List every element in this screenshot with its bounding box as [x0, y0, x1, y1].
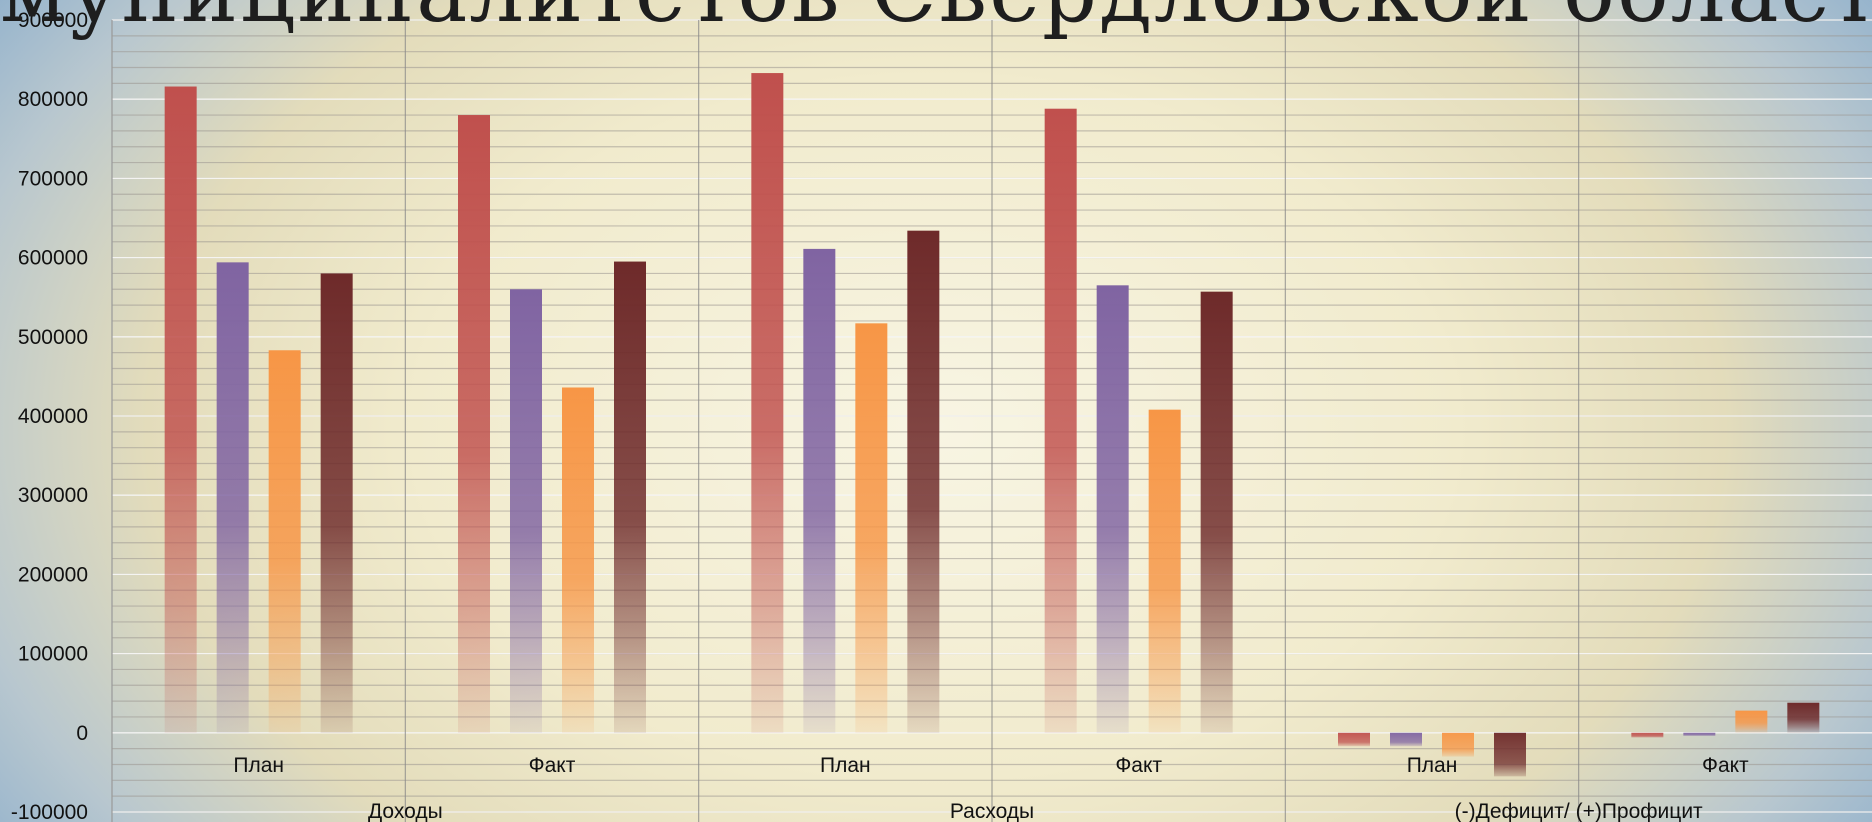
x-group-label: Доходы	[368, 800, 443, 822]
bar	[562, 387, 594, 733]
y-tick-label: 900000	[18, 9, 88, 32]
bar	[1390, 732, 1422, 747]
bars	[164, 73, 1820, 777]
bar	[614, 261, 646, 733]
y-tick-label: 300000	[18, 484, 88, 507]
bar	[164, 86, 197, 733]
y-tick-label: 200000	[18, 563, 88, 586]
bar	[1442, 732, 1474, 757]
y-tick-label: 700000	[18, 167, 88, 190]
x-tick-label: Факт	[1702, 754, 1749, 777]
x-tick-label: Факт	[1115, 754, 1162, 777]
y-tick-label: 400000	[18, 405, 88, 428]
bar	[216, 262, 249, 733]
bar	[1631, 732, 1664, 738]
x-tick-label: План	[1407, 754, 1458, 777]
bar	[510, 289, 542, 733]
y-tick-label: 100000	[18, 643, 88, 666]
y-tick-label: 800000	[18, 88, 88, 111]
x-group-label: (-)Дефицит/ (+)Профицит	[1455, 800, 1703, 822]
x-tick-label: Факт	[529, 754, 576, 777]
page-title: муниципалитетов Свердловской области	[0, 0, 1872, 42]
bar	[1200, 291, 1233, 733]
x-tick-label: План	[820, 754, 871, 777]
bar	[268, 350, 301, 733]
bar	[1787, 702, 1820, 733]
bar	[1338, 732, 1370, 747]
bar	[751, 73, 784, 733]
x-tick-label: План	[233, 754, 284, 777]
bar	[803, 248, 836, 733]
y-tick-label: 500000	[18, 326, 88, 349]
y-tick-label: -100000	[11, 801, 88, 822]
bar	[1044, 108, 1077, 733]
x-group-label: Расходы	[950, 800, 1034, 822]
bar	[1148, 409, 1181, 733]
bar	[1735, 710, 1768, 733]
bar	[320, 273, 353, 733]
y-tick-label: 0	[76, 722, 88, 745]
bar	[1494, 732, 1526, 777]
bar	[1683, 732, 1716, 736]
y-tick-label: 600000	[18, 247, 88, 270]
bar	[855, 323, 888, 733]
bar	[458, 115, 490, 733]
y-axis: 900000 800000 700000 600000 500000 400000 3000…	[11, 9, 88, 822]
bar	[1096, 285, 1129, 733]
bar	[907, 230, 940, 733]
x-axis: План Факт Доходы План Факт Расходы План Факт (-)…	[233, 754, 1749, 822]
